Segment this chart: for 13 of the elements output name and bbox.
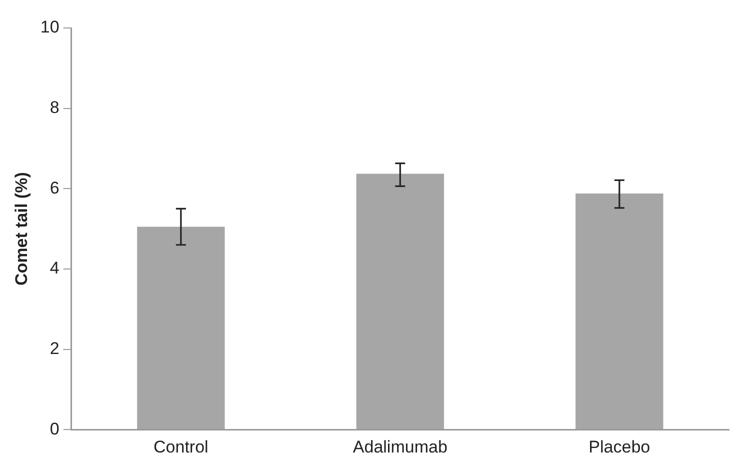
y-tick-label: 10 [40, 18, 60, 37]
bar [576, 193, 664, 430]
y-tick-label: 6 [50, 178, 60, 198]
bar [356, 174, 444, 430]
y-axis-title: Comet tail (%) [12, 172, 31, 286]
x-tick-label: Control [154, 437, 208, 456]
bar [137, 226, 225, 430]
x-tick-label: Placebo [588, 437, 650, 456]
y-tick-label: 0 [50, 419, 60, 438]
y-tick-label: 2 [50, 338, 60, 358]
x-tick-label: Adalimumab [352, 437, 448, 456]
y-tick-label: 8 [50, 98, 60, 118]
y-tick-label: 4 [50, 258, 60, 278]
